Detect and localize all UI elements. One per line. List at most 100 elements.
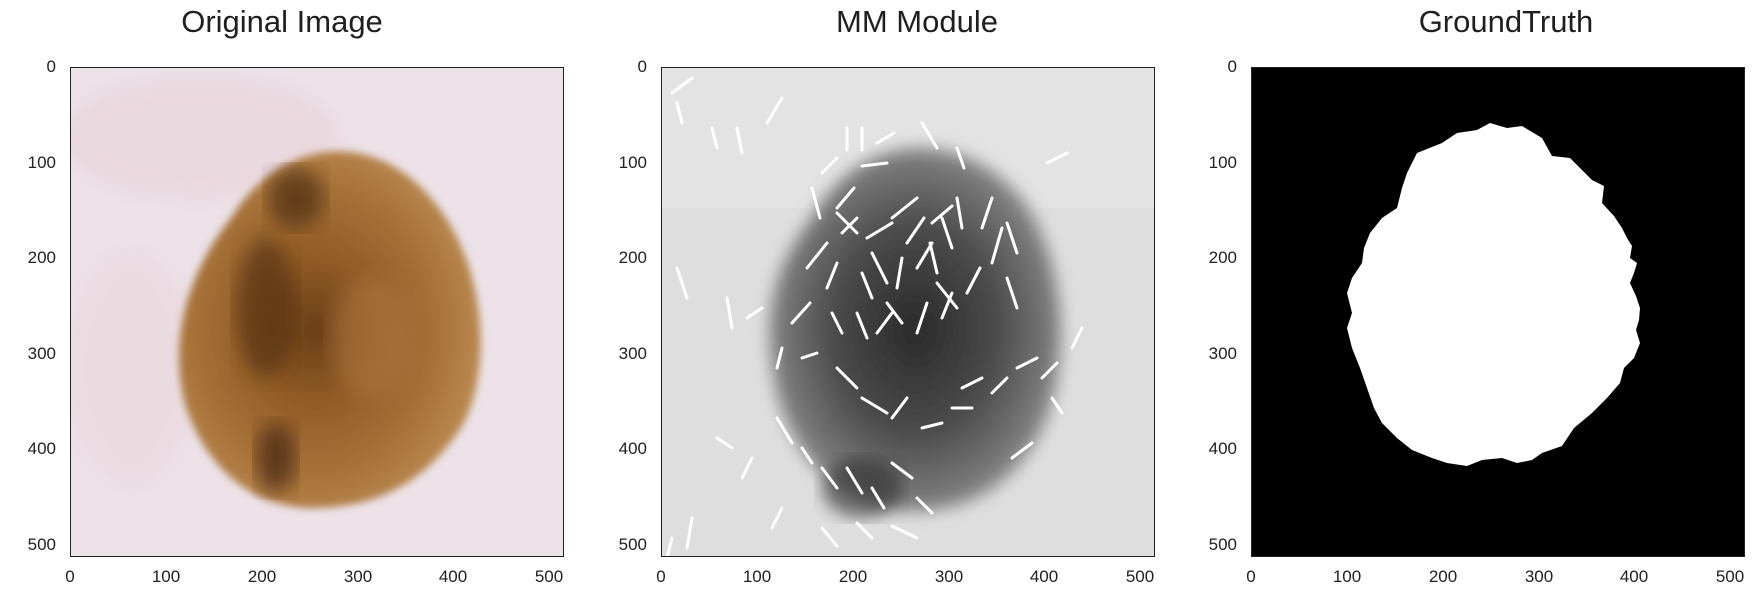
y-tick-label: 100: [618, 153, 647, 172]
line-segment: [890, 396, 909, 420]
x-tick-label: 0: [656, 567, 666, 586]
line-segment: [670, 76, 694, 95]
line-segment: [835, 366, 859, 390]
line-segment: [840, 216, 859, 235]
line-segment: [870, 486, 886, 510]
line-segment: [915, 496, 934, 515]
line-segment: [890, 196, 919, 220]
mm-module-feature-map: [662, 68, 1154, 556]
line-segment: [715, 436, 734, 450]
line-segment: [875, 311, 894, 335]
line-segment: [810, 186, 822, 220]
panel-title-original: Original Image: [181, 4, 383, 39]
line-segment: [775, 416, 794, 445]
original-image-frame: [70, 67, 564, 557]
line-segment: [980, 196, 994, 230]
line-segment: [870, 251, 889, 285]
y-tick-label: 200: [618, 248, 647, 267]
y-tick-label: 500: [1208, 535, 1237, 554]
line-segment: [860, 161, 889, 168]
groundtruth-mask: [1252, 68, 1744, 556]
line-segment: [965, 266, 982, 295]
panel-title-groundtruth: GroundTruth: [1418, 4, 1594, 39]
line-segment: [725, 296, 734, 330]
x-tick-label: 400: [1619, 567, 1649, 586]
line-segment: [920, 421, 944, 430]
line-segment: [820, 156, 839, 175]
y-tick-label: 0: [46, 57, 56, 76]
line-segment: [875, 131, 896, 145]
y-tick-label: 400: [618, 439, 647, 458]
line-segment: [1010, 441, 1034, 460]
y-tick-label: 0: [1227, 57, 1237, 76]
line-segment: [675, 101, 684, 125]
line-segment: [1045, 151, 1069, 165]
line-segment: [770, 506, 784, 530]
x-tick-label: 500: [1125, 567, 1155, 586]
line-segment: [805, 241, 829, 270]
line-segment: [835, 186, 856, 210]
y-tick-label: 0: [637, 57, 647, 76]
y-tick-label: 400: [27, 439, 56, 458]
line-segment: [845, 466, 864, 495]
line-segment: [835, 211, 859, 235]
line-segment: [675, 266, 689, 300]
line-segment: [940, 216, 954, 250]
line-segment: [960, 376, 984, 390]
x-tick-label: 100: [151, 567, 181, 586]
line-segment: [990, 376, 1009, 395]
x-tick-label: 200: [838, 567, 868, 586]
line-segment: [685, 516, 694, 550]
line-segment: [830, 311, 844, 335]
line-segment: [905, 216, 926, 245]
line-segment: [920, 121, 939, 150]
line-segment: [930, 204, 954, 225]
line-segment: [745, 306, 764, 320]
line-segment: [800, 351, 819, 360]
line-segment: [665, 536, 674, 556]
line-segment: [740, 456, 754, 480]
y-tick-label: 200: [27, 248, 56, 267]
line-segment: [1040, 361, 1059, 380]
line-segment: [1015, 356, 1039, 370]
y-tick-label: 300: [618, 344, 647, 363]
line-segment: [1070, 326, 1084, 350]
line-segment: [710, 126, 719, 150]
y-tick-label: 200: [1208, 248, 1237, 267]
x-tick-label: 0: [65, 567, 75, 586]
line-segment: [955, 146, 966, 170]
groundtruth-frame: [1251, 67, 1745, 557]
y-tick-label: 100: [27, 153, 56, 172]
line-segment: [895, 256, 904, 290]
line-segment: [890, 524, 919, 540]
line-segment: [1005, 221, 1019, 255]
x-tick-label: 300: [343, 567, 373, 586]
line-segment: [775, 346, 784, 370]
line-segment: [765, 96, 784, 125]
line-segment: [790, 301, 812, 325]
y-tick-label: 300: [1208, 344, 1237, 363]
x-tick-label: 300: [934, 567, 964, 586]
x-tick-label: 400: [1029, 567, 1059, 586]
line-segment: [940, 291, 954, 320]
x-tick-label: 200: [1428, 567, 1458, 586]
line-segment: [990, 226, 1004, 265]
line-segment: [735, 126, 744, 155]
line-segment: [855, 521, 874, 540]
line-segment: [915, 301, 929, 335]
x-tick-label: 500: [534, 567, 564, 586]
x-tick-label: 400: [438, 567, 468, 586]
y-tick-label: 400: [1208, 439, 1237, 458]
x-tick-label: 200: [247, 567, 277, 586]
line-segment: [860, 271, 874, 300]
line-segment: [860, 396, 889, 415]
line-segment: [1050, 396, 1064, 415]
line-segment: [865, 221, 894, 240]
line-segment: [885, 301, 904, 325]
x-tick-label: 500: [1715, 567, 1745, 586]
line-segment: [928, 241, 939, 275]
line-segment: [935, 281, 959, 310]
y-tick-label: 100: [1208, 153, 1237, 172]
line-segment: [800, 446, 814, 465]
x-tick-label: 100: [1332, 567, 1362, 586]
